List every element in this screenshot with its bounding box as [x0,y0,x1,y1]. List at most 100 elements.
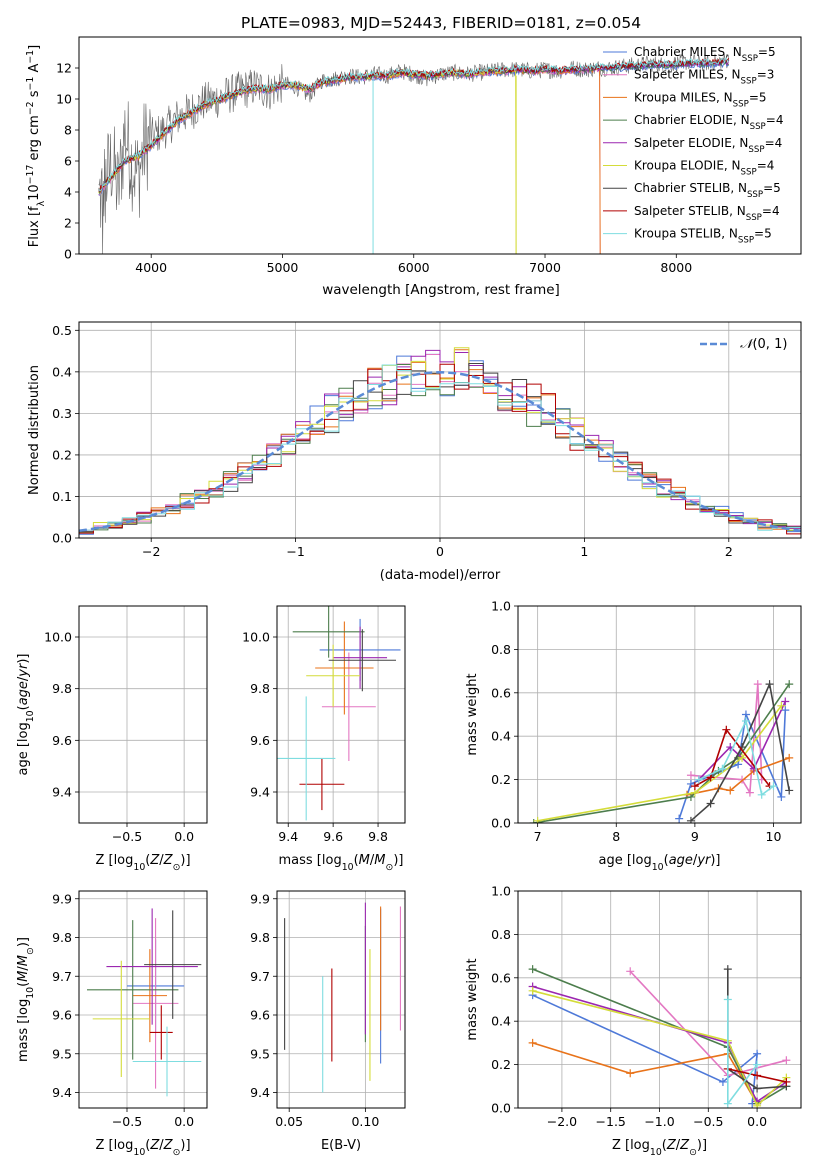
panel-mass-weight-vs-age: 7 8 9 10 0.0 0.2 0.4 0.6 0.8 1.0 age [log10(age/yr… [465,599,802,873]
plot-area [518,606,801,823]
weight-marker [528,965,537,974]
x-tick-label: 0 [436,544,444,559]
axes-frame [78,36,802,255]
weight-marker [753,1049,762,1058]
x-tick-label: 10 [766,829,782,844]
x-tick-label: 0.0 [747,1114,767,1129]
legend-label-5: Salpeter ELODIE, NSSP=4 [634,136,782,155]
weight-series-8 [694,728,771,787]
weight-marker [686,816,695,823]
y-tick-label: 10.0 [44,630,72,645]
y-tick-label: 6 [64,154,72,169]
x-tick-label: 4000 [135,260,167,275]
weight-series-6 [532,990,787,1108]
weight-marker [706,799,715,808]
y-tick-label: 9.6 [250,1008,270,1023]
weight-marker [782,1077,791,1086]
y-tick-label: 9.8 [250,681,270,696]
legend: Chabrier MILES, NSSP=5 Salpeter MILES, NS… [603,45,783,246]
y-tick-label: 0.4 [491,729,511,744]
x-axis-label: age [log10(age/yr)] [598,853,720,873]
y-tick-label: 9.4 [250,1085,270,1100]
x-tick-label: 0.0 [174,829,194,844]
weight-marker [753,1101,762,1108]
y-tick-label: 0.4 [491,1014,511,1029]
weight-marker [686,771,695,780]
y-tick-label: 9.7 [52,969,72,984]
axes-frame [78,890,208,1109]
y-tick-label: 2 [64,216,72,231]
panel-mass-vs-metallicity: −0.5 0.0 9.4 9.5 9.6 9.7 9.8 9.9 Z [log10(Z/Z⊙)]… [16,890,208,1158]
weight-marker [745,788,754,797]
weight-marker [722,725,731,734]
y-tick-label: 9.6 [250,733,270,748]
x-tick-label: −0.5 [112,1114,142,1129]
weight-marker [718,764,727,773]
data-layer [98,53,730,254]
x-tick-label: −1.5 [596,1114,626,1129]
weight-series-6 [537,705,782,822]
y-tick-label: 9.8 [250,930,270,945]
x-tick-label: 9.6 [323,829,343,844]
y-tick-label: 0.0 [52,531,72,546]
legend-label-2: Salpeter MILES, NSSP=3 [634,68,774,87]
x-tick-label: −2.0 [547,1114,577,1129]
x-axis-label: Z [log10(Z/Z⊙)] [612,1138,707,1158]
model-spectrum-9 [98,57,729,192]
y-tick-label: 9.6 [52,1008,72,1023]
legend-label-1: Chabrier MILES, NSSP=5 [634,45,776,64]
y-tick-label: 12 [56,61,72,76]
data-layer [529,680,794,823]
y-tick-label: 0.8 [491,642,511,657]
weight-marker [723,995,732,1004]
weight-marker [528,986,537,995]
weight-marker [753,1084,762,1093]
data-layer [528,965,791,1108]
y-tick-label: 0.0 [491,1101,511,1116]
x-tick-label: −0.5 [112,829,142,844]
panel-residual-histogram: −2 −1 0 1 2 0.0 0.1 0.2 0.3 0.4 0.5 𝒩(0, 1) (data-mo… [27,321,802,583]
y-tick-label: 9.5 [250,1046,270,1061]
legend-label-7: Chabrier STELIB, NSSP=5 [634,181,781,200]
histogram-8 [79,363,801,535]
weight-marker [769,782,778,791]
y-tick-label: 0.3 [52,406,72,421]
y-tick-label: 9.7 [250,969,270,984]
data-layer [79,347,801,535]
weight-marker [723,1099,732,1108]
plot-area [277,606,405,823]
legend-label-3: Kroupa MILES, NSSP=5 [634,90,767,109]
plot-area [79,606,207,823]
y-tick-label: 9.6 [52,733,72,748]
y-tick-label: 0.6 [491,970,511,985]
x-axis-label: mass [log10(M/M⊙)] [278,853,403,873]
x-tick-label: 7 [534,829,542,844]
y-tick-label: 0.2 [52,447,72,462]
figure-title: PLATE=0983, MJD=52443, FIBERID=0181, z=0… [241,14,641,32]
weight-marker [782,1056,791,1065]
y-tick-label: 0.2 [491,1057,511,1072]
x-tick-label: 0.10 [351,1114,379,1129]
weight-marker [785,786,794,795]
y-tick-label: 9.8 [52,930,72,945]
y-tick-label: 9.4 [52,785,72,800]
x-tick-label: 9.4 [278,829,298,844]
axes-frame [276,605,406,824]
weight-marker [777,701,786,710]
axes-frame [276,890,406,1109]
y-tick-label: 0.0 [491,816,511,831]
x-tick-label: 2 [725,544,733,559]
y-tick-label: 0.6 [491,685,511,700]
y-tick-label: 1.0 [491,599,511,614]
weight-series-1 [678,710,787,819]
weight-marker [757,790,766,799]
x-axis-label: wavelength [Angstrom, rest frame] [322,282,560,298]
y-axis-label: mass [log10(M/M⊙)] [16,937,36,1062]
weight-marker [726,786,735,795]
panel-mass-weight-vs-metallicity: −2.0 −1.5 −1.0 −0.5 0.0 0.0 0.2 0.4 0.6 0.8 1.0 Z [… [465,884,802,1158]
y-axis-label: mass weight [465,958,480,1040]
weight-marker [686,792,695,801]
x-tick-label: −0.5 [693,1114,723,1129]
weight-marker [753,680,762,689]
